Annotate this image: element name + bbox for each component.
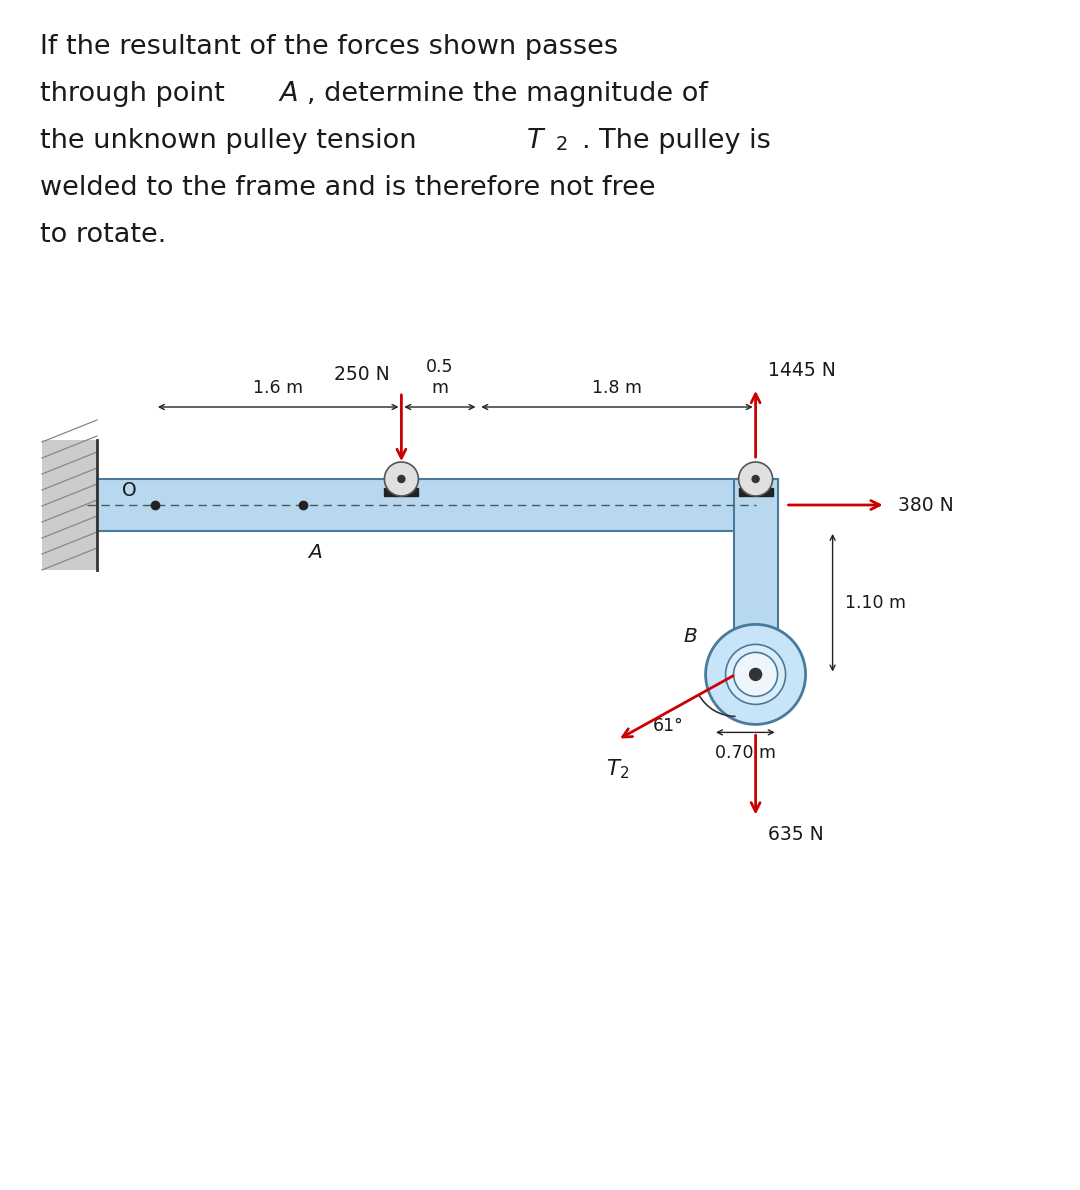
- Circle shape: [397, 476, 405, 482]
- Text: 2: 2: [555, 134, 568, 154]
- Text: 1.10 m: 1.10 m: [845, 594, 906, 612]
- Bar: [739, 488, 772, 496]
- Text: 0.70 m: 0.70 m: [715, 745, 775, 763]
- Text: through point: through point: [40, 81, 233, 107]
- Text: 380 N: 380 N: [897, 495, 954, 514]
- Circle shape: [705, 625, 806, 725]
- Text: 1445 N: 1445 N: [768, 361, 836, 380]
- Text: T: T: [527, 129, 543, 154]
- Text: $T_2$: $T_2$: [606, 758, 630, 782]
- Circle shape: [739, 462, 772, 496]
- Text: to rotate.: to rotate.: [40, 223, 166, 248]
- Text: , determine the magnitude of: , determine the magnitude of: [307, 81, 707, 107]
- Bar: [97, 480, 778, 531]
- Text: 61°: 61°: [652, 718, 684, 735]
- Circle shape: [384, 462, 418, 496]
- Circle shape: [733, 652, 778, 696]
- Circle shape: [750, 669, 761, 681]
- Bar: [384, 488, 418, 496]
- Text: B: B: [684, 627, 698, 646]
- Text: 0.5
m: 0.5 m: [427, 358, 454, 397]
- Text: A: A: [308, 543, 322, 562]
- Text: . The pulley is: . The pulley is: [582, 129, 771, 154]
- Text: welded to the frame and is therefore not free: welded to the frame and is therefore not…: [40, 175, 656, 201]
- Text: O: O: [122, 481, 137, 500]
- Text: 1.6 m: 1.6 m: [253, 378, 303, 397]
- Text: 250 N: 250 N: [334, 365, 390, 384]
- Circle shape: [752, 476, 759, 482]
- Text: If the resultant of the forces shown passes: If the resultant of the forces shown pas…: [40, 35, 618, 60]
- Text: the unknown pulley tension: the unknown pulley tension: [40, 129, 426, 154]
- Text: A: A: [280, 81, 298, 107]
- Text: 1.8 m: 1.8 m: [592, 378, 642, 397]
- Bar: [733, 480, 778, 702]
- Bar: [42, 440, 97, 570]
- Circle shape: [726, 645, 785, 704]
- Text: 635 N: 635 N: [768, 826, 823, 845]
